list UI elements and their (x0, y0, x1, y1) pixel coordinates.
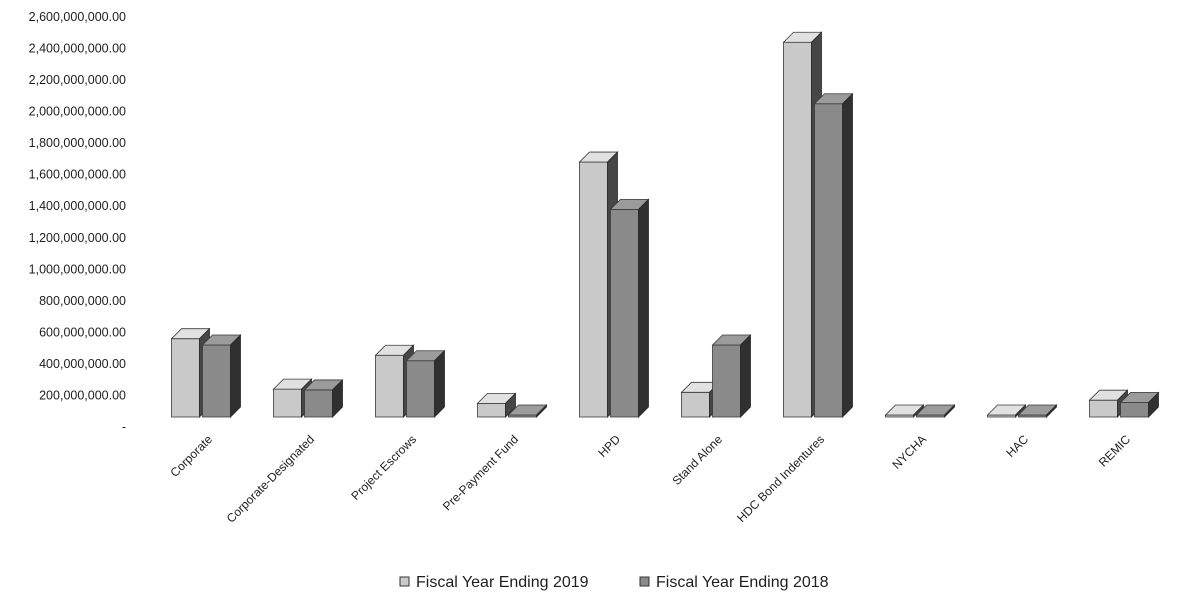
y-tick-label: 1,000,000,000.00 (29, 262, 126, 276)
bar-front-face (783, 41, 812, 418)
bar-front-face (610, 208, 639, 418)
x-tick-label: REMIC (1096, 432, 1133, 469)
x-tick-label: HAC (1003, 432, 1031, 460)
bar-side-face (1046, 404, 1057, 418)
bar-front-face (273, 388, 302, 418)
bar-front-face (1089, 399, 1118, 418)
bar (201, 334, 242, 418)
bar-front-face (814, 103, 843, 418)
y-tick-label: 2,000,000,000.00 (29, 105, 126, 119)
bar-side-face (842, 92, 853, 418)
x-axis-ticks: Corporate Corporate-Designated Project Esc… (167, 432, 1133, 526)
bar (303, 378, 344, 418)
bar-side-face (1148, 391, 1159, 418)
y-tick-label: 400,000,000.00 (39, 357, 126, 371)
bar (1119, 391, 1160, 418)
y-tick-label: 600,000,000.00 (39, 325, 126, 339)
x-tick-label: HDC Bond Indentures (734, 432, 827, 525)
bar (609, 198, 650, 418)
bar (884, 404, 925, 418)
bar-front-face (171, 338, 200, 418)
x-tick-label: Stand Alone (669, 432, 725, 488)
bar-side-face (434, 349, 445, 418)
bar (1017, 404, 1058, 418)
bar-side-face (944, 404, 955, 418)
bar-front-face (1120, 402, 1149, 418)
bar-side-face (913, 404, 924, 418)
y-tick-label: 2,600,000,000.00 (29, 10, 126, 24)
bar-side-face (536, 404, 547, 418)
legend-label: Fiscal Year Ending 2018 (656, 574, 829, 591)
bar-front-face (406, 360, 435, 418)
bar-front-face (304, 389, 333, 418)
bar (476, 392, 517, 418)
bar-front-face (579, 161, 608, 418)
bar (915, 404, 956, 418)
bar (813, 92, 854, 418)
bar (986, 404, 1027, 418)
y-axis-ticks: - 200,000,000.00 400,000,000.00 600,000,000… (29, 10, 126, 434)
bar (374, 344, 415, 418)
x-tick-label: NYCHA (890, 432, 930, 472)
bar-front-face (477, 402, 506, 418)
bar-front-face (681, 391, 710, 418)
y-tick-label: 1,200,000,000.00 (29, 231, 126, 245)
y-tick-label: 1,800,000,000.00 (29, 136, 126, 150)
bar (578, 151, 619, 418)
y-tick-label: 1,600,000,000.00 (29, 168, 126, 182)
bar-front-face (712, 344, 741, 418)
bar-side-face (332, 378, 343, 418)
x-tick-label: Corporate (167, 432, 215, 480)
legend: Fiscal Year Ending 2019 Fiscal Year Endin… (399, 574, 829, 591)
y-tick-label: 2,400,000,000.00 (29, 42, 126, 56)
bar (405, 349, 446, 418)
bar-front-face (375, 354, 404, 418)
bar-side-face (230, 334, 241, 418)
bars-group (170, 31, 1160, 418)
y-tick-label: 1,400,000,000.00 (29, 199, 126, 213)
x-tick-label: Project Escrows (348, 432, 419, 503)
bar-side-face (505, 392, 516, 418)
bar-side-face (1015, 404, 1026, 418)
y-tick-label: 2,200,000,000.00 (29, 73, 126, 87)
x-tick-label: HPD (595, 432, 623, 460)
y-tick-label: - (122, 420, 126, 434)
y-tick-label: 800,000,000.00 (39, 294, 126, 308)
bar (711, 334, 752, 418)
y-tick-label: 200,000,000.00 (39, 388, 126, 402)
x-tick-label: Corporate-Designated (224, 432, 317, 525)
bar-front-face (202, 344, 231, 418)
legend-label: Fiscal Year Ending 2019 (416, 574, 589, 591)
legend-swatch (399, 576, 410, 587)
bar-side-face (638, 198, 649, 418)
bar-side-face (740, 334, 751, 418)
x-tick-label: Pre-Payment Fund (440, 432, 521, 513)
bar (507, 404, 548, 418)
legend-swatch (639, 576, 650, 587)
